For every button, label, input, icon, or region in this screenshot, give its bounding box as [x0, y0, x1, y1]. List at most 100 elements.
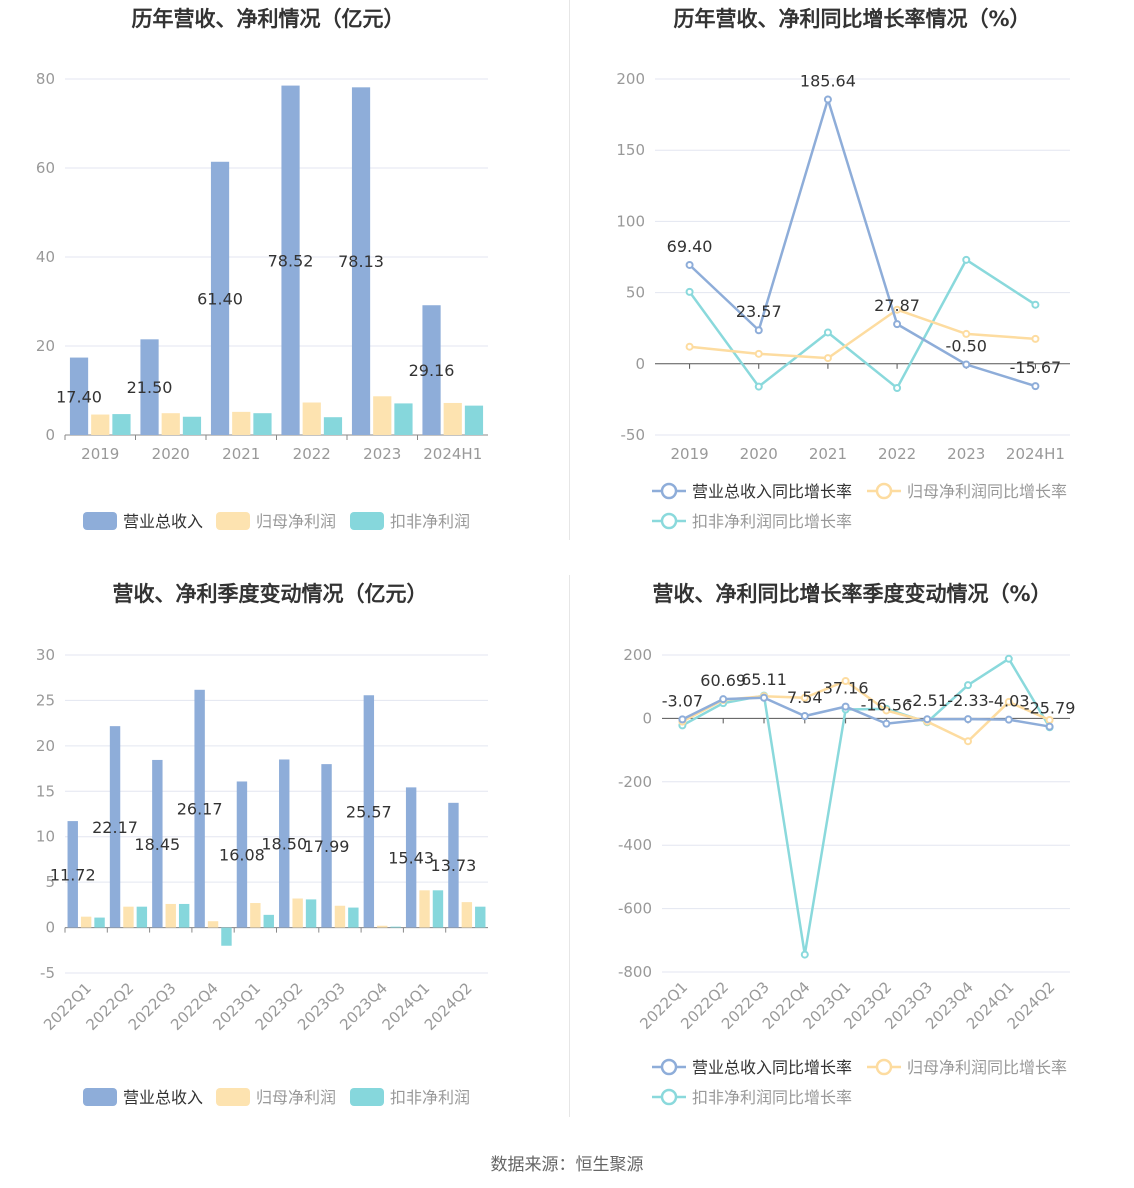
bar-deducted-profit [464, 405, 484, 435]
data-point [678, 715, 687, 724]
legend-marker [875, 482, 893, 500]
data-point [1004, 715, 1013, 724]
data-point [685, 287, 694, 296]
legend-marker [660, 1058, 678, 1076]
bar-deducted-profit [112, 414, 131, 435]
x-tick-label: 2024H1 [1006, 445, 1065, 463]
bar-parent-profit [443, 402, 462, 435]
legend-label: 扣非净利润同比增长率 [692, 1088, 852, 1107]
x-tick-label: 2024Q2 [421, 979, 476, 1034]
legend-label: 归母净利润 [256, 1088, 336, 1107]
y-tick-label: -600 [618, 900, 652, 918]
bar-parent-profit [250, 903, 261, 928]
bar-parent-profit [419, 890, 430, 928]
line-data-label: 23.57 [736, 302, 782, 321]
data-point [962, 329, 971, 338]
legend-item[interactable]: 归母净利润 [216, 512, 336, 531]
bar-deducted-profit [323, 417, 343, 435]
bar-data-label: 17.40 [56, 387, 102, 406]
data-point [1004, 697, 1013, 706]
y-tick-label: -200 [618, 773, 652, 791]
chart-svg: 营收、净利同比增长率季度变动情况（%）-800-600-400-20002002… [618, 582, 1075, 1107]
y-tick-label: 0 [642, 709, 652, 727]
legend-label: 扣非净利润 [390, 512, 470, 531]
legend-item[interactable]: 扣非净利润同比增长率 [652, 1088, 852, 1107]
bar-revenue [109, 726, 121, 928]
legend-item[interactable]: 营业总收入 [83, 512, 203, 531]
legend-item[interactable]: 归母净利润 [216, 1088, 336, 1107]
chart-title: 历年营收、净利同比增长率情况（%） [673, 7, 1030, 31]
data-point [882, 719, 891, 728]
legend-item[interactable]: 营业总收入同比增长率 [652, 1058, 852, 1077]
y-tick-label: 10 [36, 828, 55, 846]
data-point [841, 676, 850, 685]
legend-swatch [350, 1088, 384, 1106]
bar-revenue [279, 759, 290, 928]
legend-item[interactable]: 扣非净利润同比增长率 [652, 512, 852, 531]
legend-item[interactable]: 营业总收入同比增长率 [652, 482, 852, 501]
line-data-label: 60.69 [700, 671, 746, 690]
data-point [964, 681, 972, 690]
legend-item[interactable]: 归母净利润同比增长率 [867, 482, 1067, 501]
line-data-label: 69.40 [667, 237, 713, 256]
line-data-label: -2.51 [906, 691, 947, 710]
chart-title: 历年营收、净利情况（亿元） [132, 7, 405, 31]
bar-data-label: 15.43 [388, 848, 434, 867]
bar-data-label: 13.73 [431, 856, 477, 875]
data-point [1031, 300, 1040, 309]
x-tick-label: 2022 [878, 445, 916, 463]
bar-data-label: 26.17 [177, 800, 223, 819]
data-point [754, 382, 763, 391]
y-tick-label: 0 [45, 426, 55, 444]
x-tick-label: 2020 [740, 445, 778, 463]
legend-marker [660, 482, 678, 500]
y-tick-label: -400 [618, 836, 652, 854]
bar-deducted-profit [182, 416, 202, 435]
bar-deducted-profit [305, 899, 317, 928]
bar-parent-profit [373, 396, 392, 435]
legend-marker [660, 1088, 678, 1106]
data-point [1045, 715, 1054, 724]
y-tick-label: 30 [36, 646, 55, 664]
y-tick-label: 60 [36, 159, 55, 177]
legend-item[interactable]: 营业总收入 [83, 1088, 203, 1107]
legend-item[interactable]: 扣非净利润 [350, 512, 470, 531]
legend-label: 归母净利润同比增长率 [907, 1058, 1067, 1077]
y-tick-label: 15 [36, 782, 55, 800]
bar-parent-profit [123, 906, 134, 928]
bar-revenue [152, 759, 163, 928]
bar-data-label: 11.72 [50, 865, 96, 884]
line-data-label: -0.50 [946, 337, 987, 356]
bar-revenue [422, 305, 441, 435]
bar-parent-profit [207, 921, 219, 928]
x-tick-label: 2019 [670, 445, 708, 463]
quarterly-growth-chart: 营收、净利同比增长率季度变动情况（%） -800 -600 -400 -200 0 200 2… [567, 575, 1134, 1135]
legend-item[interactable]: 归母净利润同比增长率 [867, 1058, 1067, 1077]
data-point [800, 950, 809, 959]
annual-values-chart: 历年营收、净利情况（亿元） 0 20 40 60 80 2019 2020 2021 2022 20… [0, 0, 567, 550]
y-tick-label: 20 [36, 737, 55, 755]
bar-revenue [351, 87, 371, 435]
x-tick-label: 2023 [947, 445, 985, 463]
legend-label: 扣非净利润 [390, 1088, 470, 1107]
legend-item[interactable]: 扣非净利润 [350, 1088, 470, 1107]
annual-growth-chart: 历年营收、净利同比增长率情况（%） -50 0 50 100 150 200 2019 2020… [567, 0, 1134, 550]
bar-revenue [448, 802, 459, 928]
legend-swatch [350, 512, 384, 530]
line-data-label: 37.16 [823, 679, 869, 698]
y-tick-label: 200 [616, 70, 645, 88]
bar-revenue [67, 821, 78, 928]
bar-data-label: 22.17 [92, 818, 138, 837]
y-tick-label: 80 [36, 70, 55, 88]
y-tick-label: 5 [45, 873, 55, 891]
y-tick-label: 25 [36, 691, 55, 709]
y-tick-label: -50 [621, 426, 646, 444]
x-tick-label: 2020 [152, 445, 190, 463]
x-tick-label: 2021 [809, 445, 847, 463]
data-point [754, 326, 763, 335]
bar-revenue [69, 357, 89, 435]
line-data-label: 65.11 [741, 670, 787, 689]
bar-data-label: 25.57 [346, 802, 392, 821]
data-point [923, 715, 932, 724]
bar-data-label: 18.50 [261, 835, 307, 854]
